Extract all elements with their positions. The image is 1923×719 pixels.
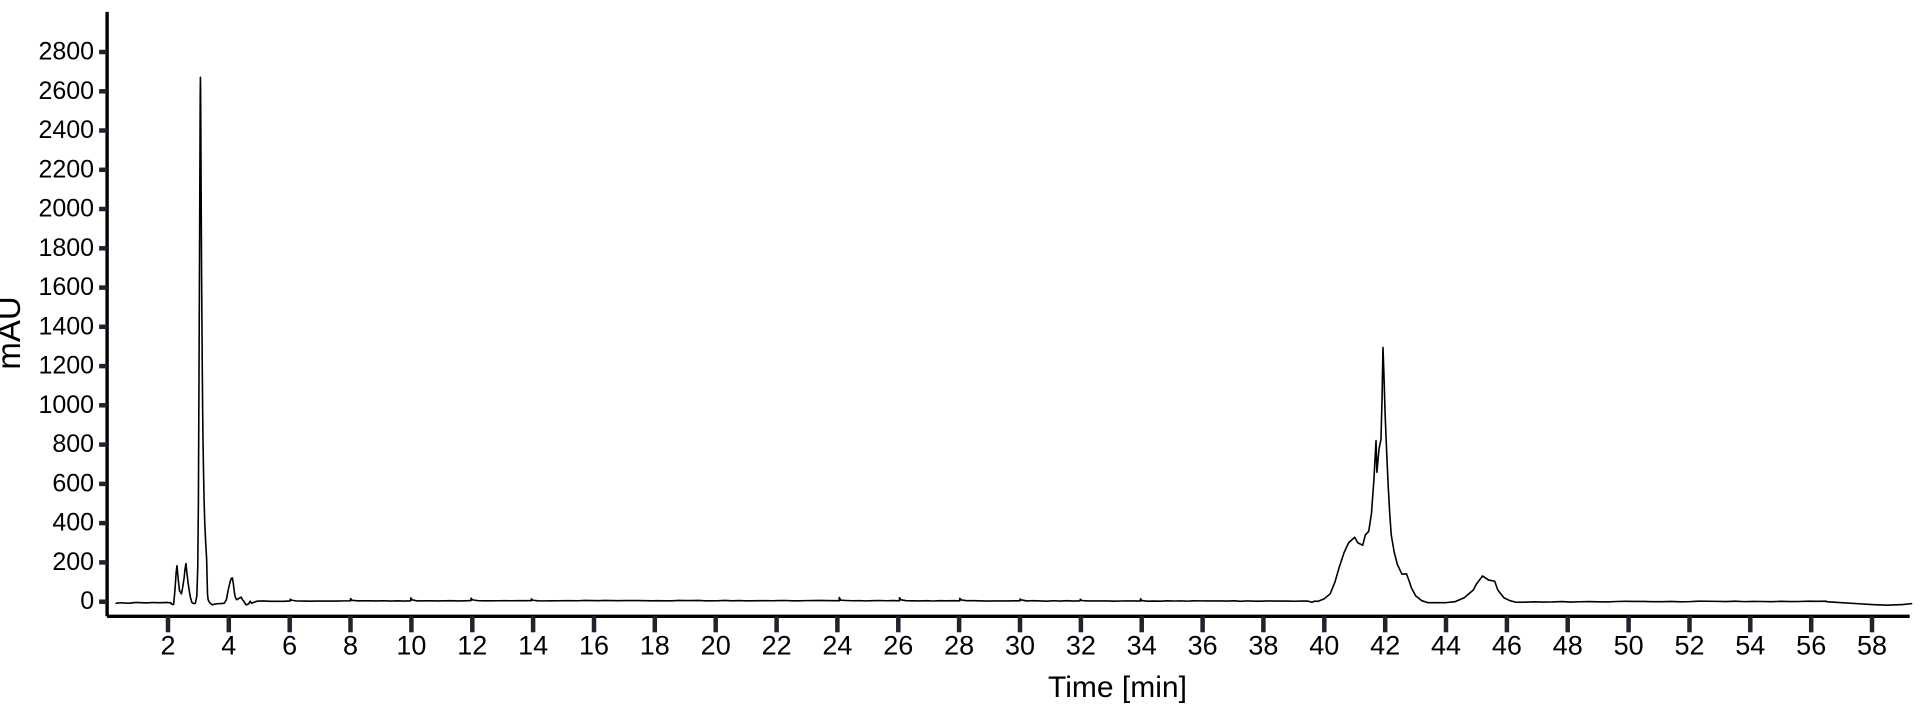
svg-text:34: 34 (1127, 630, 1157, 660)
svg-text:1000: 1000 (38, 391, 94, 419)
svg-text:12: 12 (457, 630, 487, 660)
svg-text:56: 56 (1796, 630, 1826, 660)
svg-text:14: 14 (518, 630, 548, 660)
svg-text:20: 20 (701, 630, 731, 660)
svg-text:30: 30 (1005, 630, 1035, 660)
svg-text:mAU: mAU (0, 296, 27, 369)
svg-text:38: 38 (1248, 630, 1278, 660)
svg-text:52: 52 (1674, 630, 1704, 660)
svg-text:Time [min]: Time [min] (1048, 671, 1187, 704)
svg-text:28: 28 (944, 630, 974, 660)
svg-text:54: 54 (1735, 630, 1765, 660)
svg-text:26: 26 (883, 630, 913, 660)
svg-text:2800: 2800 (38, 38, 94, 66)
svg-text:40: 40 (1309, 630, 1339, 660)
svg-text:46: 46 (1492, 630, 1522, 660)
svg-text:8: 8 (343, 630, 358, 660)
svg-text:1200: 1200 (38, 352, 94, 380)
svg-text:22: 22 (762, 630, 792, 660)
svg-text:2400: 2400 (38, 116, 94, 144)
svg-text:16: 16 (579, 630, 609, 660)
svg-text:2600: 2600 (38, 77, 94, 105)
svg-text:1800: 1800 (38, 234, 94, 262)
svg-text:18: 18 (640, 630, 670, 660)
svg-text:200: 200 (52, 548, 94, 576)
svg-text:0: 0 (80, 587, 94, 615)
svg-text:50: 50 (1614, 630, 1644, 660)
svg-text:400: 400 (52, 509, 94, 537)
svg-text:10: 10 (396, 630, 426, 660)
svg-text:2000: 2000 (38, 195, 94, 223)
svg-text:6: 6 (282, 630, 297, 660)
svg-text:36: 36 (1188, 630, 1218, 660)
svg-text:800: 800 (52, 430, 94, 458)
svg-text:2200: 2200 (38, 155, 94, 183)
svg-text:4: 4 (221, 630, 236, 660)
svg-text:42: 42 (1370, 630, 1400, 660)
svg-text:48: 48 (1553, 630, 1583, 660)
svg-text:58: 58 (1857, 630, 1887, 660)
svg-text:1600: 1600 (38, 273, 94, 301)
svg-text:32: 32 (1066, 630, 1096, 660)
svg-text:44: 44 (1431, 630, 1461, 660)
svg-text:600: 600 (52, 469, 94, 497)
svg-text:2: 2 (160, 630, 175, 660)
svg-text:24: 24 (822, 630, 852, 660)
svg-text:1400: 1400 (38, 312, 94, 340)
